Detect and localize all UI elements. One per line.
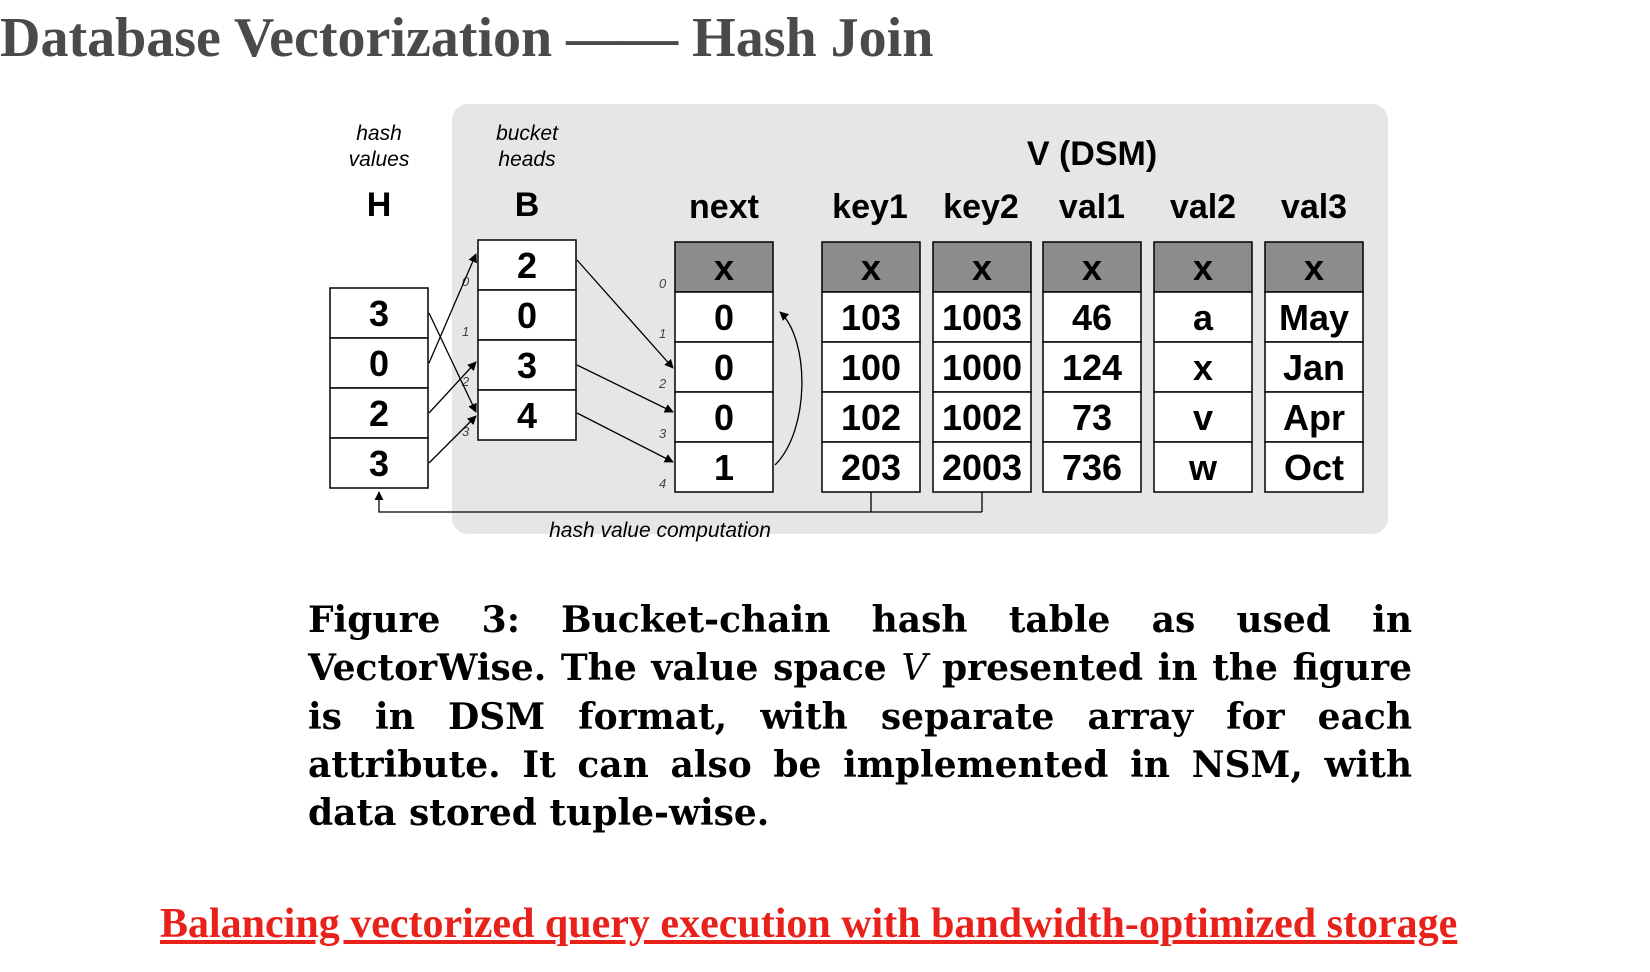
b-column-header: B [515, 186, 540, 224]
val2-cell: x [1193, 247, 1213, 288]
val3-cell: Oct [1284, 447, 1344, 488]
figure-caption: Figure 3: Bucket-chain hash table as use… [308, 596, 1412, 837]
val2-cell: v [1193, 397, 1213, 438]
val1-array: x 46 124 73 736 [1042, 241, 1142, 493]
h-array: 3 0 2 3 [329, 287, 429, 489]
value-space-label: V (DSM) [1027, 135, 1157, 173]
key1-column-header: key1 [832, 188, 908, 226]
b-index: 2 [461, 374, 470, 389]
slide-title: Database Vectorization —— Hash Join [0, 7, 934, 69]
b-cell: 2 [517, 245, 537, 286]
h-cell: 0 [369, 343, 389, 384]
next-cell: 0 [714, 297, 734, 338]
next-cell: 0 [714, 347, 734, 388]
b-index: 3 [462, 424, 470, 439]
next-chain-arrow [774, 311, 803, 466]
hash-computation-bracket [374, 491, 983, 513]
b-cell: 3 [517, 345, 537, 386]
key2-column-header: key2 [943, 188, 1019, 226]
val2-cell: a [1193, 297, 1214, 338]
h-cell: 3 [369, 293, 389, 334]
hash-values-label-line2: values [349, 148, 410, 171]
b-to-next-arrows [576, 259, 674, 463]
key2-array: x 1003 1000 1002 2003 [932, 241, 1032, 493]
next-cell: x [714, 247, 734, 288]
val3-cell: x [1304, 247, 1324, 288]
b-cell: 0 [517, 295, 537, 336]
next-index: 3 [659, 426, 667, 441]
h-to-b-arrows [428, 253, 477, 464]
val3-array: x May Jan Apr Oct [1264, 241, 1364, 493]
hash-computation-label: hash value computation [549, 519, 771, 542]
paper-link[interactable]: Balancing vectorized query execution wit… [160, 901, 1458, 947]
caption-suffix: presented in the figure is in DSM format… [308, 647, 1412, 834]
val2-cell: x [1193, 347, 1213, 388]
next-index: 0 [659, 276, 667, 291]
key2-cell: x [972, 247, 992, 288]
bucket-heads-label-line1: bucket [496, 122, 559, 145]
next-index: 4 [659, 476, 666, 491]
next-index: 1 [659, 326, 666, 341]
caption-italic: V [901, 648, 928, 689]
key1-array: x 103 100 102 203 [821, 241, 921, 493]
val3-column-header: val3 [1281, 188, 1347, 226]
b-index: 0 [462, 274, 470, 289]
next-array: x 0 0 0 1 0 1 2 3 4 [658, 241, 774, 493]
key1-cell: 103 [841, 297, 901, 338]
bucket-heads-label-line2: heads [498, 148, 556, 171]
key1-cell: 203 [841, 447, 901, 488]
hash-values-label-line1: hash [356, 122, 402, 145]
key1-cell: x [861, 247, 881, 288]
next-cell: 1 [714, 447, 734, 488]
h-cell: 2 [369, 393, 389, 434]
next-index: 2 [658, 376, 667, 391]
val3-cell: Jan [1283, 347, 1345, 388]
val1-cell: 736 [1062, 447, 1122, 488]
b-array: 2 0 3 4 0 1 2 3 [461, 239, 577, 441]
val1-column-header: val1 [1059, 188, 1125, 226]
val3-cell: May [1279, 297, 1349, 338]
val1-cell: 46 [1072, 297, 1112, 338]
key2-cell: 1003 [942, 297, 1022, 338]
h-column-header: H [367, 186, 392, 224]
key1-cell: 102 [841, 397, 901, 438]
b-index: 1 [462, 324, 469, 339]
key2-cell: 1002 [942, 397, 1022, 438]
b-cell: 4 [517, 395, 537, 436]
hash-table-diagram: hash values bucket heads V (DSM) H B nex… [329, 104, 1388, 542]
val2-cell: w [1188, 447, 1218, 488]
h-cell: 3 [369, 443, 389, 484]
val2-column-header: val2 [1170, 188, 1236, 226]
next-column-header: next [689, 188, 759, 226]
val1-cell: 73 [1072, 397, 1112, 438]
val2-array: x a x v w [1153, 241, 1253, 493]
key2-cell: 1000 [942, 347, 1022, 388]
next-cell: 0 [714, 397, 734, 438]
key2-cell: 2003 [942, 447, 1022, 488]
caption-prefix: Figure 3: Bucket-chain hash table as use… [308, 599, 1412, 689]
val1-cell: x [1082, 247, 1102, 288]
val3-cell: Apr [1283, 397, 1345, 438]
val1-cell: 124 [1062, 347, 1122, 388]
key1-cell: 100 [841, 347, 901, 388]
